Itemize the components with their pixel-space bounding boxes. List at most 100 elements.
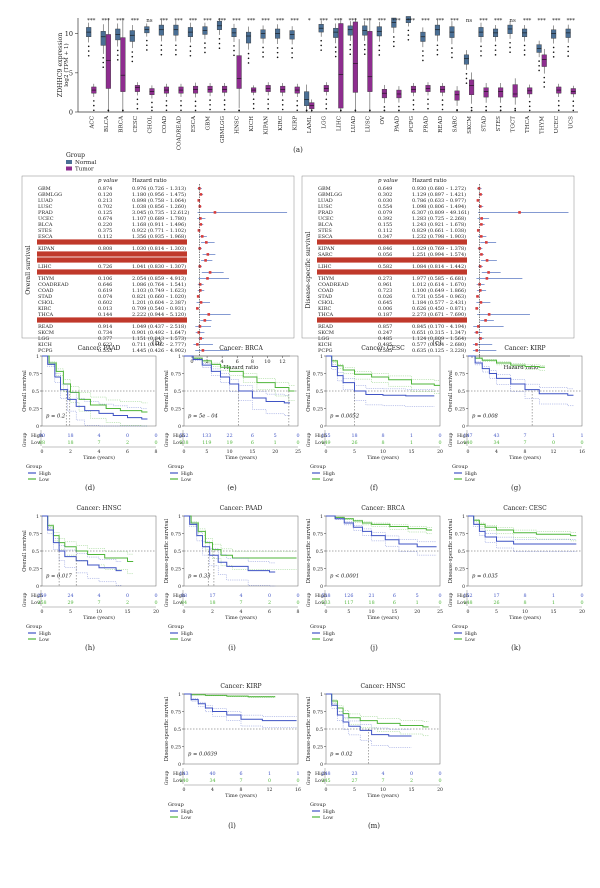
- row-hr: 0.709 (0.540 – 0.931): [132, 305, 186, 312]
- row-hr: 1.084 (0.814 – 1.442): [412, 263, 466, 270]
- y-tick-label: 0.25: [313, 566, 323, 572]
- row-hr: 1.977 (0.585 – 6.681): [412, 275, 466, 282]
- row-name: LUSC: [38, 204, 53, 210]
- normal-box: [463, 54, 469, 65]
- km-title: Cancer: BRCA: [219, 345, 263, 352]
- column-header-hr: Hazard ratio: [132, 178, 167, 184]
- km-x-label: Time (years): [225, 614, 257, 621]
- risk-value-high: 552: [179, 433, 188, 439]
- row-name: PCPG: [318, 348, 333, 354]
- outlier-point: [509, 51, 511, 53]
- risk-value-low: 149: [321, 440, 330, 446]
- risk-value-high: 8: [381, 433, 384, 439]
- row-pvalue: 0.734: [98, 330, 112, 336]
- x-tick-label: 16: [579, 449, 585, 455]
- km-panel: Cancer: BRCA 0 0.25 0.5 0.75 1 Disease-specifi…: [306, 505, 443, 652]
- row-name: COAD: [38, 288, 54, 294]
- km-legend-high: High: [181, 631, 193, 637]
- risk-value-low: 34: [493, 440, 499, 446]
- risk-value-low: 148: [463, 600, 472, 606]
- x-tick-label: 8: [240, 787, 243, 793]
- hr-point: [487, 271, 490, 274]
- outlier-point: [470, 106, 473, 109]
- x-tick-label: 0: [41, 449, 44, 455]
- x-tick-label: 8: [251, 359, 254, 365]
- row-pvalue: 0.056: [378, 252, 392, 258]
- risk-value-low: 8: [523, 600, 526, 606]
- outlier-point: [427, 98, 429, 101]
- km-title: Cancer: KIRP: [220, 683, 261, 690]
- row-pvalue: 0.726: [98, 264, 112, 270]
- km-x-label: Time (years): [509, 454, 541, 461]
- significance-label: ***: [261, 18, 270, 24]
- significance-label: ***: [174, 18, 183, 24]
- risk-value-low: 117: [344, 600, 353, 606]
- category-label: CESC: [133, 116, 139, 132]
- y-tick-label: 0: [320, 424, 323, 430]
- outlier-point: [572, 105, 575, 107]
- row-pvalue: 0.377: [98, 336, 112, 342]
- high-ci-lower: [42, 515, 122, 586]
- x-tick-label: 0: [183, 449, 186, 455]
- normal-box: [246, 31, 252, 44]
- row-hr: 1.251 (0.994 – 1.574): [412, 251, 466, 258]
- x-tick-label: 4: [211, 787, 214, 793]
- km-legend-low: Low: [181, 477, 192, 483]
- category-label: CHOL: [147, 116, 153, 134]
- column-header-hr: Hazard ratio: [412, 178, 447, 184]
- outlier-point: [194, 100, 197, 103]
- row-hr: 1.243 (0.921 – 1.678): [412, 221, 466, 228]
- risk-row-label-low: Low: [315, 778, 326, 784]
- category-label: KIRC: [278, 116, 284, 131]
- outlier-point: [557, 100, 560, 102]
- risk-value-high: 1: [268, 771, 271, 777]
- high-ci-lower: [468, 515, 577, 552]
- x-tick-label: 0: [41, 609, 44, 615]
- normal-box: [129, 30, 135, 42]
- low-ci-upper: [468, 355, 545, 366]
- outlier-point: [116, 59, 119, 61]
- x-tick-label: 12: [279, 359, 285, 365]
- risk-value-high: 7: [523, 433, 526, 439]
- row-pvalue: 0.961: [378, 282, 392, 288]
- significance-label: ***: [218, 18, 227, 24]
- hr-point: [197, 229, 201, 232]
- km-pvalue: p = 0.0052: [330, 414, 359, 420]
- row-name: SKCM: [38, 330, 54, 336]
- outlier-point: [218, 42, 221, 45]
- risk-group-label: Group: [22, 433, 28, 448]
- x-tick-label: 5: [205, 449, 208, 455]
- row-pvalue: 0.030: [378, 198, 392, 204]
- y-tick-label: 10: [65, 30, 73, 38]
- outlier-point: [320, 39, 322, 42]
- hr-point: [478, 265, 482, 268]
- km-title: Cancer: HNSC: [77, 505, 122, 512]
- x-tick-label: 8: [297, 609, 300, 615]
- outlier-point: [523, 49, 526, 51]
- high-ci-lower: [184, 355, 291, 416]
- outlier-point: [296, 100, 299, 102]
- outlier-point: [378, 44, 381, 47]
- risk-value-high: 248: [321, 771, 330, 777]
- risk-value-low: 7: [239, 600, 242, 606]
- risk-value-low: 1: [410, 440, 413, 446]
- outlier-point: [175, 49, 177, 51]
- risk-value-low: 0: [438, 440, 441, 446]
- row-name: LUAD: [318, 198, 333, 204]
- row-pvalue: 0.079: [378, 210, 392, 216]
- significance-label: ***: [407, 18, 416, 24]
- significance-label: ***: [538, 18, 547, 24]
- row-name: LUSC: [318, 204, 333, 210]
- legend-label-normal: Normal: [75, 160, 97, 166]
- outlier-point: [238, 109, 240, 112]
- row-name: KIRC: [318, 306, 331, 312]
- significance-label: ***: [87, 18, 96, 24]
- outlier-point: [485, 109, 487, 112]
- category-label: ACC: [89, 116, 95, 130]
- outlier-point: [383, 109, 386, 112]
- risk-value-high: 143: [179, 771, 188, 777]
- y-tick-label: 1: [462, 514, 465, 520]
- outlier-point: [538, 64, 540, 67]
- row-name: ESCA: [318, 234, 333, 240]
- y-tick-label: 0.5: [458, 549, 465, 555]
